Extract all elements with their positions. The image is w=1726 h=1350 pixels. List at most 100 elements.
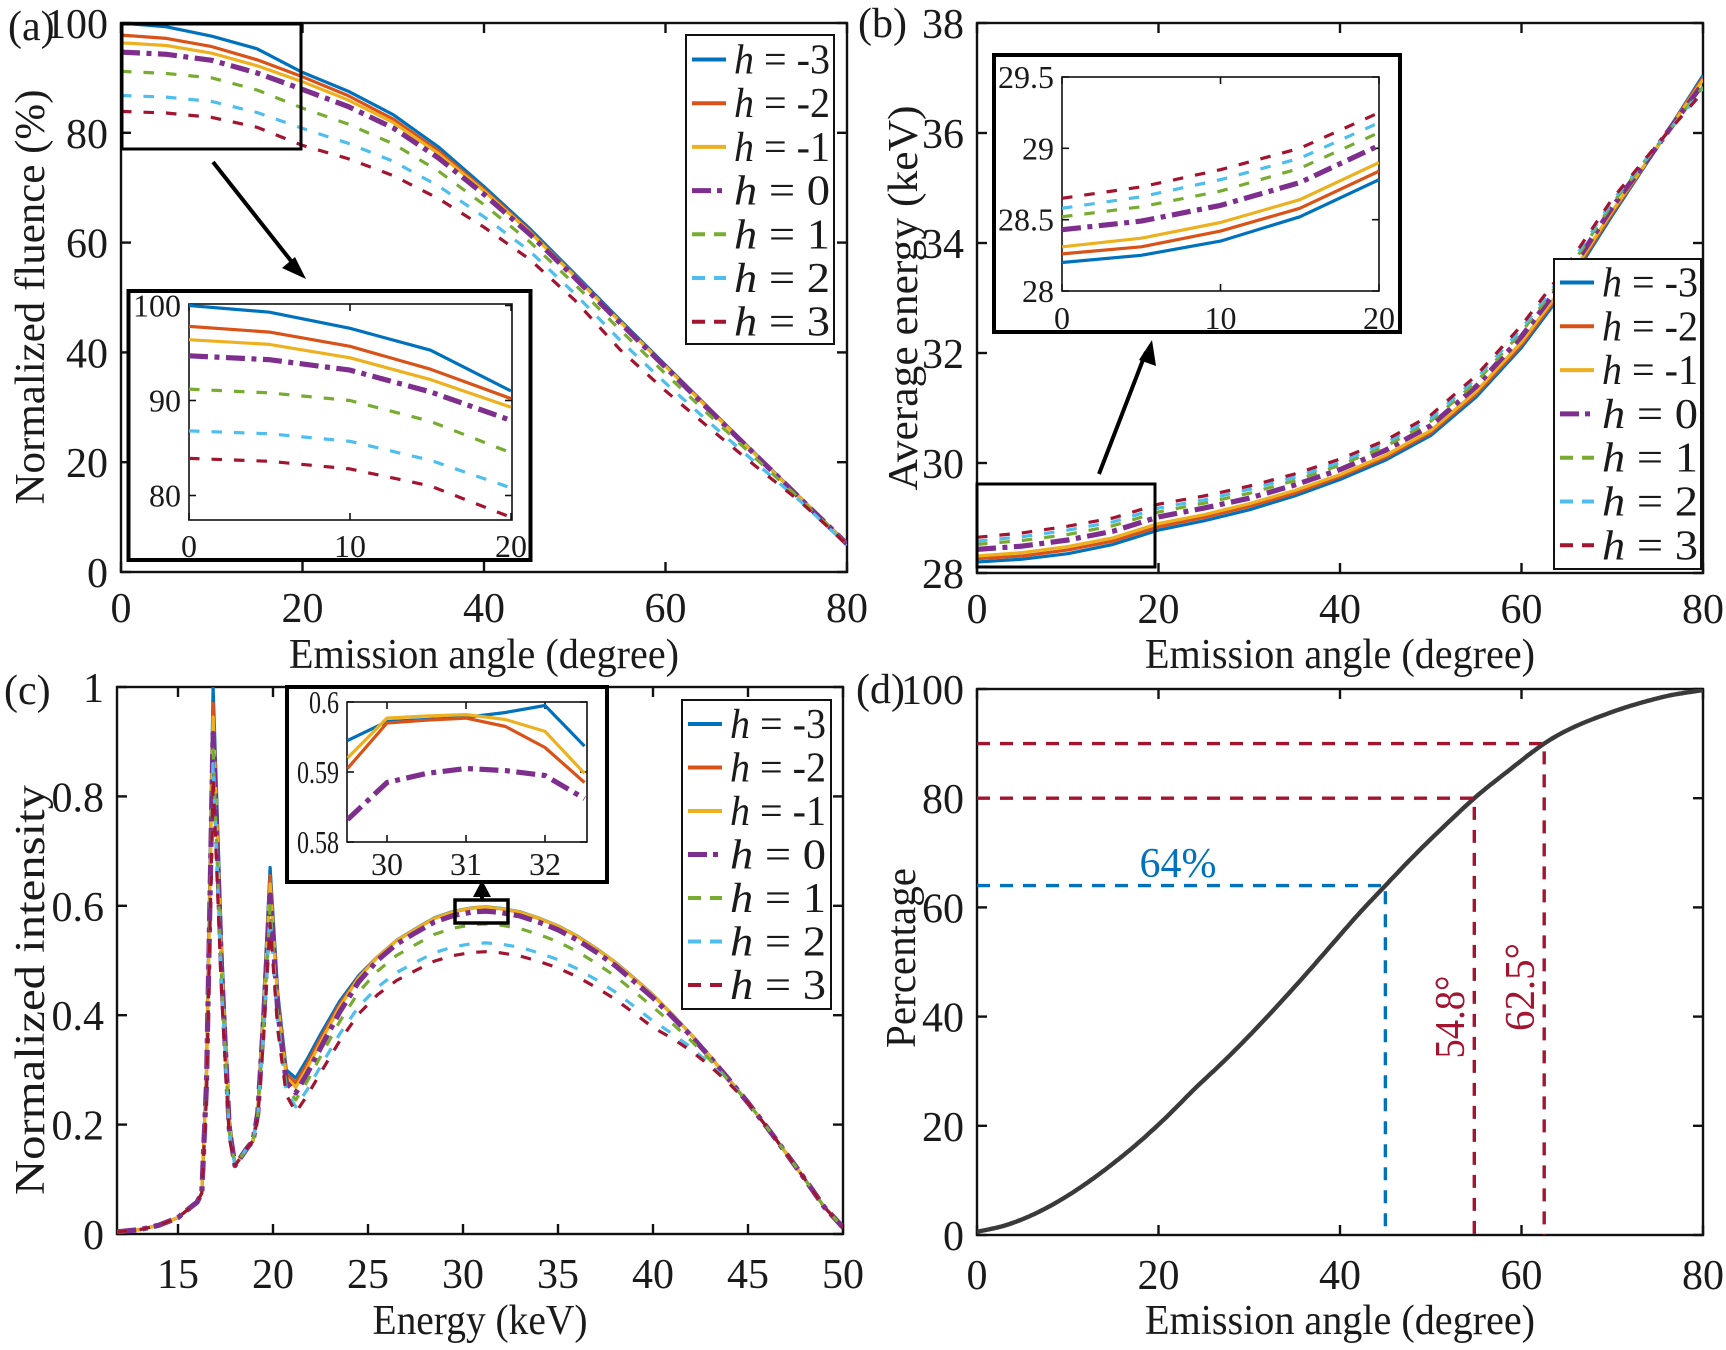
svg-text:60: 60: [922, 886, 964, 932]
svg-text:36: 36: [922, 112, 964, 158]
svg-text:0: 0: [111, 586, 132, 632]
svg-text:15: 15: [157, 1252, 199, 1298]
svg-text:10: 10: [1205, 300, 1237, 336]
svg-text:50: 50: [822, 1252, 864, 1298]
svg-text:h = 0: h = 0: [1602, 392, 1698, 438]
svg-text:(a): (a): [8, 4, 55, 50]
svg-text:32: 32: [529, 846, 561, 882]
svg-text:20: 20: [922, 1105, 964, 1151]
svg-text:29: 29: [1022, 130, 1054, 166]
svg-text:Emission angle (degree): Emission angle (degree): [289, 632, 679, 678]
svg-text:38: 38: [922, 2, 964, 48]
svg-text:100: 100: [45, 2, 108, 48]
svg-text:45: 45: [727, 1252, 769, 1298]
svg-text:20: 20: [1363, 300, 1395, 336]
svg-text:Emission angle (degree): Emission angle (degree): [1145, 1298, 1535, 1344]
svg-text:40: 40: [1319, 587, 1361, 633]
svg-text:20: 20: [495, 528, 527, 564]
svg-text:h = 2: h = 2: [734, 256, 830, 302]
svg-text:h = -2: h = -2: [1602, 304, 1698, 350]
svg-text:0: 0: [83, 1213, 104, 1259]
svg-text:h = 1: h = 1: [1602, 436, 1698, 482]
svg-text:h = 3: h = 3: [730, 963, 826, 1009]
svg-text:h = -2: h = -2: [730, 746, 826, 792]
svg-text:Normalized intensity: Normalized intensity: [8, 785, 54, 1195]
svg-text:h = -3: h = -3: [734, 38, 830, 84]
svg-text:Percentage: Percentage: [879, 868, 925, 1048]
svg-text:60: 60: [1501, 1253, 1543, 1299]
svg-text:h = 3: h = 3: [734, 300, 830, 346]
svg-text:20: 20: [1138, 1253, 1180, 1299]
svg-text:60: 60: [1501, 587, 1543, 633]
svg-text:28.5: 28.5: [998, 202, 1054, 238]
svg-text:(b): (b): [858, 1, 907, 47]
svg-text:80: 80: [826, 586, 868, 632]
svg-text:29.5: 29.5: [998, 59, 1054, 95]
svg-text:28: 28: [922, 552, 964, 598]
svg-text:20: 20: [252, 1252, 294, 1298]
svg-text:100: 100: [133, 288, 181, 324]
svg-text:54.8°: 54.8°: [1428, 976, 1474, 1059]
svg-text:0.59: 0.59: [297, 754, 339, 790]
svg-text:40: 40: [922, 996, 964, 1042]
svg-text:80: 80: [1682, 587, 1724, 633]
svg-text:0.6: 0.6: [309, 684, 339, 720]
svg-text:40: 40: [1319, 1253, 1361, 1299]
svg-text:0: 0: [967, 587, 988, 633]
svg-text:h = -1: h = -1: [730, 789, 826, 835]
svg-text:80: 80: [1682, 1253, 1724, 1299]
svg-text:(d): (d): [856, 667, 905, 713]
svg-text:34: 34: [922, 222, 964, 268]
svg-text:Average energy (keV): Average energy (keV): [881, 106, 927, 491]
svg-text:h = -3: h = -3: [1602, 261, 1698, 307]
svg-text:25: 25: [347, 1252, 389, 1298]
svg-text:30: 30: [371, 846, 403, 882]
svg-text:0.8: 0.8: [52, 775, 105, 821]
svg-text:20: 20: [1138, 587, 1180, 633]
svg-text:h = 2: h = 2: [1602, 480, 1698, 526]
svg-text:40: 40: [632, 1252, 674, 1298]
svg-text:h = 1: h = 1: [734, 212, 830, 258]
svg-text:100: 100: [901, 668, 964, 714]
svg-text:h = 0: h = 0: [730, 833, 826, 879]
svg-text:0.6: 0.6: [52, 885, 105, 931]
svg-text:1: 1: [83, 666, 104, 712]
svg-text:0.58: 0.58: [297, 824, 339, 860]
svg-text:0: 0: [967, 1253, 988, 1299]
svg-text:80: 80: [922, 777, 964, 823]
svg-text:0.4: 0.4: [52, 994, 105, 1040]
svg-text:h = -3: h = -3: [730, 702, 826, 748]
svg-text:35: 35: [537, 1252, 579, 1298]
svg-text:0: 0: [87, 551, 108, 597]
svg-text:Energy (keV): Energy (keV): [373, 1298, 588, 1344]
svg-text:h = -2: h = -2: [734, 81, 830, 127]
svg-text:30: 30: [922, 442, 964, 488]
svg-text:h = 1: h = 1: [730, 876, 826, 922]
svg-text:20: 20: [282, 586, 324, 632]
svg-text:h = -1: h = -1: [1602, 348, 1698, 394]
svg-text:h = -1: h = -1: [734, 125, 830, 171]
svg-text:90: 90: [149, 383, 181, 419]
svg-text:32: 32: [922, 332, 964, 378]
svg-text:0.2: 0.2: [52, 1104, 105, 1150]
svg-text:60: 60: [66, 222, 108, 268]
svg-text:0: 0: [1054, 300, 1070, 336]
svg-text:h = 2: h = 2: [730, 920, 826, 966]
svg-text:h = 0: h = 0: [734, 169, 830, 215]
svg-text:80: 80: [149, 478, 181, 514]
svg-text:60: 60: [645, 586, 687, 632]
svg-text:80: 80: [66, 112, 108, 158]
svg-text:0: 0: [943, 1214, 964, 1260]
svg-text:28: 28: [1022, 273, 1054, 309]
svg-text:0: 0: [181, 528, 197, 564]
svg-text:40: 40: [66, 331, 108, 377]
svg-text:40: 40: [463, 586, 505, 632]
svg-text:20: 20: [66, 441, 108, 487]
svg-text:31: 31: [450, 846, 482, 882]
svg-text:Emission angle (degree): Emission angle (degree): [1145, 632, 1535, 678]
svg-text:30: 30: [442, 1252, 484, 1298]
svg-text:Normalized fluence (%): Normalized fluence (%): [8, 90, 54, 505]
svg-text:10: 10: [334, 528, 366, 564]
svg-text:64%: 64%: [1140, 841, 1217, 887]
svg-text:62.5°: 62.5°: [1498, 943, 1544, 1031]
